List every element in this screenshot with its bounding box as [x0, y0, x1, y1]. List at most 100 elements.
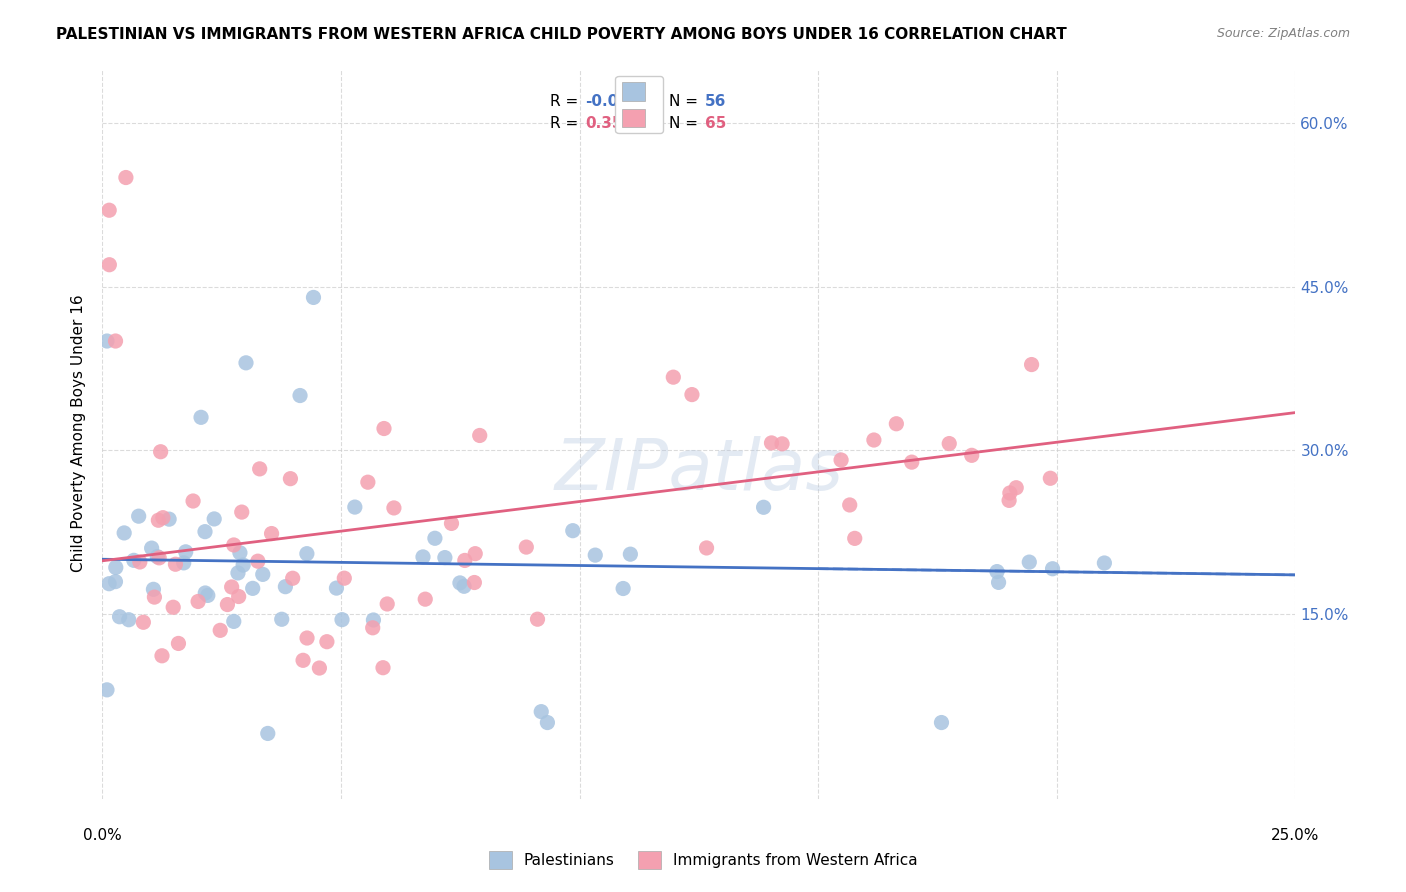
- Point: [98, 203, 121, 218]
- Point: [830, 453, 852, 467]
- Point: [288, 388, 311, 402]
- Point: [187, 594, 209, 608]
- Text: 56: 56: [704, 94, 725, 109]
- Point: [252, 567, 274, 582]
- Point: [423, 531, 446, 545]
- Point: [174, 545, 197, 559]
- Point: [412, 549, 434, 564]
- Point: [363, 613, 385, 627]
- Point: [696, 541, 718, 555]
- Point: [1092, 556, 1115, 570]
- Point: [281, 571, 304, 585]
- Point: [1039, 471, 1062, 485]
- Point: [464, 547, 486, 561]
- Text: N =: N =: [669, 94, 703, 109]
- Point: [1005, 481, 1028, 495]
- Point: [228, 590, 250, 604]
- Point: [249, 462, 271, 476]
- Point: [413, 592, 436, 607]
- Point: [433, 550, 456, 565]
- Point: [235, 356, 257, 370]
- Text: 65: 65: [704, 116, 725, 131]
- Point: [256, 726, 278, 740]
- Point: [770, 437, 793, 451]
- Point: [246, 554, 269, 568]
- Point: [122, 553, 145, 567]
- Point: [181, 494, 204, 508]
- Point: [104, 574, 127, 589]
- Point: [295, 631, 318, 645]
- Point: [526, 612, 548, 626]
- Text: ZIPatlas: ZIPatlas: [554, 435, 844, 505]
- Point: [280, 472, 302, 486]
- Point: [986, 565, 1008, 579]
- Point: [453, 579, 475, 593]
- Point: [128, 509, 150, 524]
- Point: [229, 546, 252, 560]
- Point: [98, 258, 121, 272]
- Point: [148, 513, 170, 527]
- Point: [209, 624, 232, 638]
- Point: [612, 582, 634, 596]
- Point: [165, 558, 187, 572]
- Point: [752, 500, 775, 515]
- Point: [583, 548, 606, 562]
- Point: [112, 525, 135, 540]
- Point: [454, 553, 477, 567]
- Point: [308, 661, 330, 675]
- Text: -0.044: -0.044: [585, 94, 640, 109]
- Text: R =: R =: [550, 116, 583, 131]
- Point: [232, 558, 254, 572]
- Point: [167, 636, 190, 650]
- Point: [108, 609, 131, 624]
- Point: [222, 538, 245, 552]
- Point: [143, 590, 166, 604]
- Point: [900, 455, 922, 469]
- Point: [361, 621, 384, 635]
- Y-axis label: Child Poverty Among Boys Under 16: Child Poverty Among Boys Under 16: [72, 295, 86, 573]
- Point: [142, 582, 165, 597]
- Point: [761, 436, 783, 450]
- Point: [194, 586, 217, 600]
- Point: [146, 549, 169, 564]
- Point: [270, 612, 292, 626]
- Point: [838, 498, 860, 512]
- Point: [530, 705, 553, 719]
- Point: [463, 575, 485, 590]
- Point: [371, 661, 394, 675]
- Point: [157, 512, 180, 526]
- Point: [149, 444, 172, 458]
- Point: [98, 576, 121, 591]
- Point: [316, 634, 339, 648]
- Legend: Palestinians, Immigrants from Western Africa: Palestinians, Immigrants from Western Af…: [482, 845, 924, 875]
- Point: [150, 648, 173, 663]
- Point: [619, 547, 641, 561]
- Point: [449, 575, 471, 590]
- Point: [242, 582, 264, 596]
- Point: [468, 428, 491, 442]
- Point: [104, 560, 127, 574]
- Point: [1018, 555, 1040, 569]
- Point: [886, 417, 908, 431]
- Point: [931, 715, 953, 730]
- Point: [152, 510, 174, 524]
- Point: [561, 524, 583, 538]
- Point: [375, 597, 398, 611]
- Point: [998, 486, 1021, 500]
- Text: 25.0%: 25.0%: [1271, 828, 1320, 843]
- Point: [863, 433, 886, 447]
- Point: [173, 556, 195, 570]
- Point: [662, 370, 685, 384]
- Text: PALESTINIAN VS IMMIGRANTS FROM WESTERN AFRICA CHILD POVERTY AMONG BOYS UNDER 16 : PALESTINIAN VS IMMIGRANTS FROM WESTERN A…: [56, 27, 1067, 42]
- Point: [515, 540, 537, 554]
- Text: 0.357: 0.357: [585, 116, 634, 131]
- Point: [202, 512, 225, 526]
- Point: [96, 682, 118, 697]
- Point: [104, 334, 127, 348]
- Point: [148, 550, 170, 565]
- Point: [1042, 562, 1064, 576]
- Point: [382, 500, 405, 515]
- Point: [440, 516, 463, 531]
- Point: [333, 571, 356, 585]
- Text: 0.0%: 0.0%: [83, 828, 121, 843]
